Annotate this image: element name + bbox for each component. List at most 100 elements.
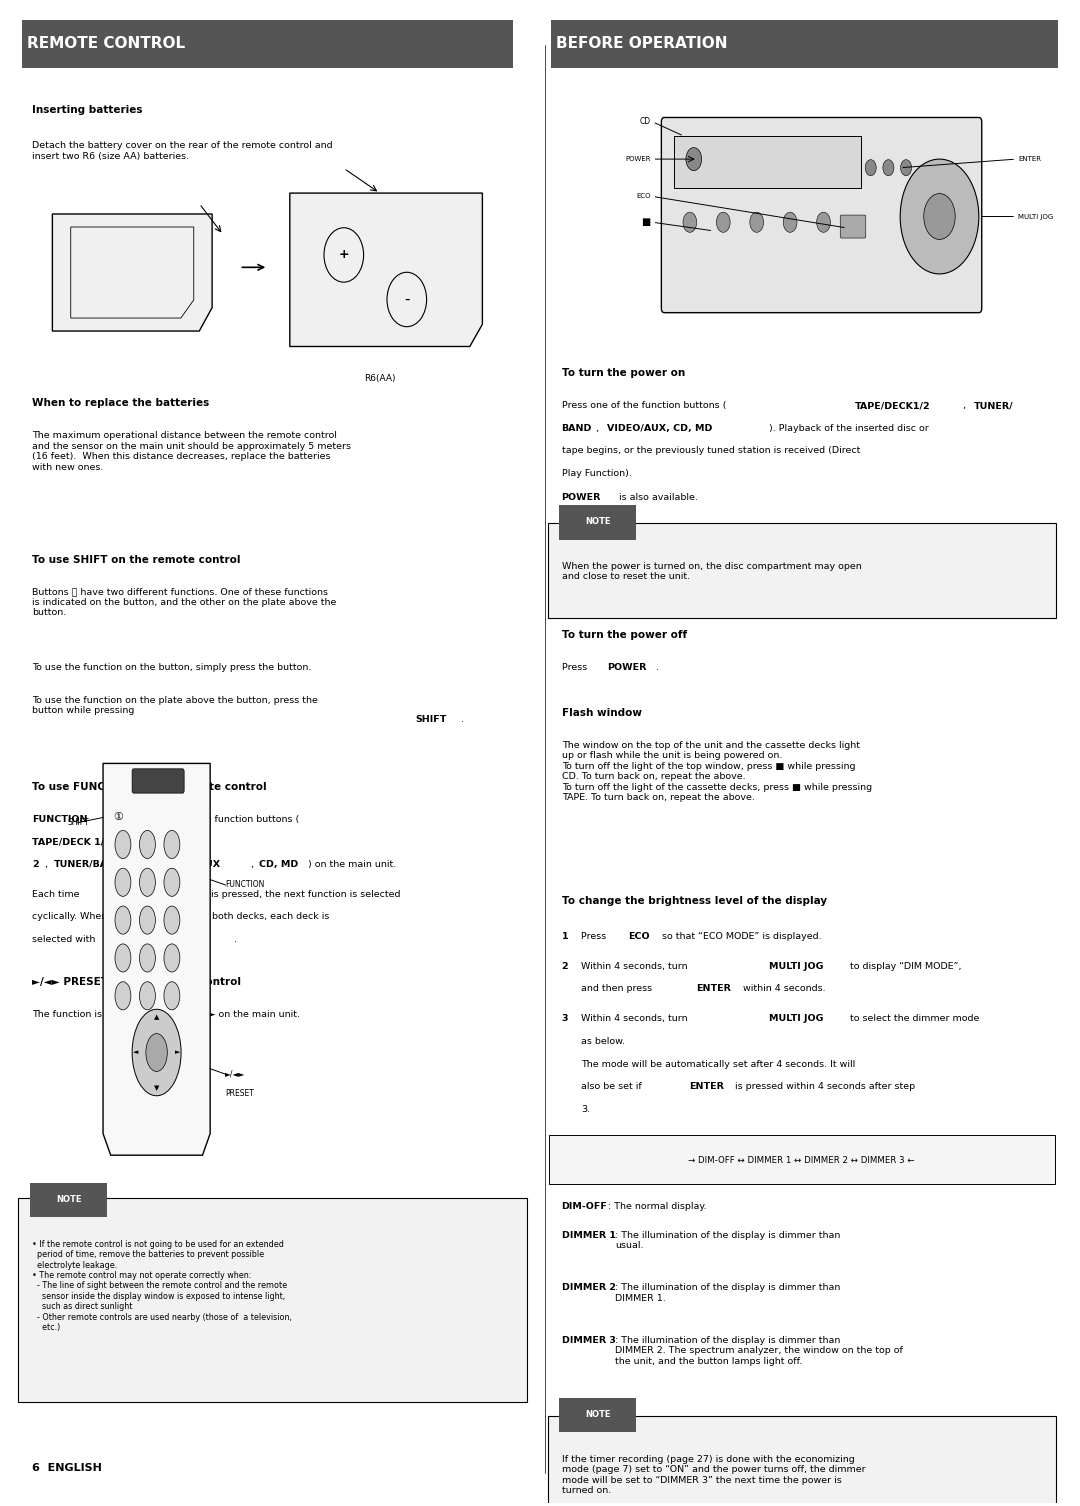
Text: The window on the top of the unit and the cassette decks light
up or flash while: The window on the top of the unit and th… xyxy=(562,741,872,801)
Text: +: + xyxy=(338,248,349,262)
Text: DIMMER 2: DIMMER 2 xyxy=(562,1283,616,1292)
Text: POWER: POWER xyxy=(562,492,600,501)
Text: Press one of the function buttons (: Press one of the function buttons ( xyxy=(562,401,726,410)
Text: DIM-OFF: DIM-OFF xyxy=(562,1202,607,1211)
Text: -: - xyxy=(404,292,409,307)
Circle shape xyxy=(139,944,156,971)
FancyBboxPatch shape xyxy=(548,1416,1056,1506)
Polygon shape xyxy=(103,764,211,1155)
Text: → DIM-OFF ↔ DIMMER 1 ↔ DIMMER 2 ↔ DIMMER 3 ←: → DIM-OFF ↔ DIMMER 1 ↔ DIMMER 2 ↔ DIMMER… xyxy=(688,1155,915,1164)
Text: ENTER: ENTER xyxy=(697,985,731,994)
Text: and then press: and then press xyxy=(581,985,656,994)
Text: NOTE: NOTE xyxy=(56,1194,81,1203)
Circle shape xyxy=(716,212,730,232)
Text: The maximum operational distance between the remote control
and the sensor on th: The maximum operational distance between… xyxy=(32,431,351,471)
Text: NOTE: NOTE xyxy=(585,517,610,526)
FancyBboxPatch shape xyxy=(661,117,982,313)
Text: ,: , xyxy=(251,860,257,869)
Circle shape xyxy=(114,907,131,934)
Text: DIMMER 3: DIMMER 3 xyxy=(562,1336,616,1345)
FancyBboxPatch shape xyxy=(18,1197,527,1402)
Text: BAND: BAND xyxy=(562,423,592,432)
Circle shape xyxy=(146,1033,167,1071)
Text: ,: , xyxy=(963,401,970,410)
Text: MULTI JOG: MULTI JOG xyxy=(769,962,823,971)
Circle shape xyxy=(686,148,702,170)
FancyBboxPatch shape xyxy=(674,136,861,188)
Text: FUNCTION: FUNCTION xyxy=(121,890,176,899)
Text: : The normal display.: : The normal display. xyxy=(608,1202,707,1211)
Text: Play Function).: Play Function). xyxy=(562,468,632,477)
Text: Detach the battery cover on the rear of the remote control and
insert two R6 (si: Detach the battery cover on the rear of … xyxy=(32,142,333,161)
Text: Within 4 seconds, turn: Within 4 seconds, turn xyxy=(581,962,691,971)
Text: is pressed within 4 seconds after step: is pressed within 4 seconds after step xyxy=(732,1083,916,1090)
Text: SHIFT: SHIFT xyxy=(68,818,90,827)
Text: to display “DIM MODE”,: to display “DIM MODE”, xyxy=(847,962,961,971)
Text: ) on the main unit.: ) on the main unit. xyxy=(308,860,396,869)
Circle shape xyxy=(139,869,156,896)
Text: ►: ► xyxy=(175,1050,180,1056)
FancyBboxPatch shape xyxy=(559,1398,636,1432)
Text: : The illumination of the display is dimmer than
DIMMER 2. The spectrum analyzer: : The illumination of the display is dim… xyxy=(616,1336,903,1366)
Text: To use SHIFT on the remote control: To use SHIFT on the remote control xyxy=(32,554,241,565)
Text: substitutes for the function buttons (: substitutes for the function buttons ( xyxy=(121,815,299,824)
Text: PRESET: PRESET xyxy=(226,1089,254,1098)
Circle shape xyxy=(114,982,131,1011)
Text: TUNER/: TUNER/ xyxy=(974,401,1014,410)
Circle shape xyxy=(164,869,180,896)
Text: NOTE: NOTE xyxy=(585,1410,610,1419)
Text: Inserting batteries: Inserting batteries xyxy=(32,105,143,114)
Text: DIMMER 1: DIMMER 1 xyxy=(562,1230,616,1239)
Circle shape xyxy=(114,944,131,971)
Circle shape xyxy=(901,160,978,274)
Polygon shape xyxy=(289,193,483,346)
Text: Press: Press xyxy=(562,663,590,672)
Circle shape xyxy=(901,160,912,176)
Text: CD: CD xyxy=(639,117,650,127)
Text: ▲: ▲ xyxy=(154,1015,159,1021)
Text: If the timer recording (page 27) is done with the economizing
mode (page 7) set : If the timer recording (page 27) is done… xyxy=(562,1455,865,1495)
Text: tape begins, or the previously tuned station is received (Direct: tape begins, or the previously tuned sta… xyxy=(562,446,860,455)
Text: is also available.: is also available. xyxy=(616,492,698,501)
Text: .: . xyxy=(234,935,238,944)
Text: ). Playback of the inserted disc or: ). Playback of the inserted disc or xyxy=(769,423,929,432)
Text: CD, MD: CD, MD xyxy=(259,860,298,869)
Text: VIDEO/AUX, CD, MD: VIDEO/AUX, CD, MD xyxy=(607,423,713,432)
Text: To turn the power on: To turn the power on xyxy=(562,367,685,378)
Text: 3.: 3. xyxy=(581,1104,590,1113)
Text: Flash window: Flash window xyxy=(562,708,642,718)
Text: FUNCTION: FUNCTION xyxy=(226,881,265,890)
Text: POWER: POWER xyxy=(625,157,650,163)
FancyBboxPatch shape xyxy=(549,1134,1055,1184)
Text: ,: , xyxy=(596,423,603,432)
Circle shape xyxy=(132,1009,181,1096)
Text: VIDEO/AUX: VIDEO/AUX xyxy=(162,860,221,869)
Circle shape xyxy=(139,982,156,1011)
Circle shape xyxy=(816,212,831,232)
Text: FUNCTION: FUNCTION xyxy=(146,935,201,944)
Circle shape xyxy=(783,212,797,232)
Text: To use the function on the plate above the button, press the
button while pressi: To use the function on the plate above t… xyxy=(32,696,319,715)
Text: ①: ① xyxy=(113,812,123,822)
FancyBboxPatch shape xyxy=(559,505,636,539)
Text: ,: , xyxy=(45,860,52,869)
Text: so that “ECO MODE” is displayed.: so that “ECO MODE” is displayed. xyxy=(659,932,822,941)
Text: 6  ENGLISH: 6 ENGLISH xyxy=(32,1462,103,1473)
Text: .: . xyxy=(461,715,464,724)
Text: BEFORE OPERATION: BEFORE OPERATION xyxy=(556,36,728,51)
Text: TUNER/BAND: TUNER/BAND xyxy=(54,860,124,869)
Circle shape xyxy=(139,907,156,934)
Text: TAPE/DECK 1/: TAPE/DECK 1/ xyxy=(32,837,105,846)
Text: Buttons ⓘ have two different functions. One of these functions
is indicated on t: Buttons ⓘ have two different functions. … xyxy=(32,587,337,617)
Text: ◄: ◄ xyxy=(133,1050,138,1056)
Text: within 4 seconds.: within 4 seconds. xyxy=(740,985,825,994)
Text: ►/◄► PRESET on the remote control: ►/◄► PRESET on the remote control xyxy=(32,977,242,986)
Text: To change the brightness level of the display: To change the brightness level of the di… xyxy=(562,896,826,905)
Text: Within 4 seconds, turn: Within 4 seconds, turn xyxy=(581,1015,691,1024)
Text: ENTER: ENTER xyxy=(1018,157,1041,163)
Circle shape xyxy=(114,830,131,858)
Text: ECO: ECO xyxy=(629,932,650,941)
Polygon shape xyxy=(52,214,212,331)
Text: FUNCTION: FUNCTION xyxy=(32,815,87,824)
Text: To use FUNCTION on the remote control: To use FUNCTION on the remote control xyxy=(32,782,267,792)
